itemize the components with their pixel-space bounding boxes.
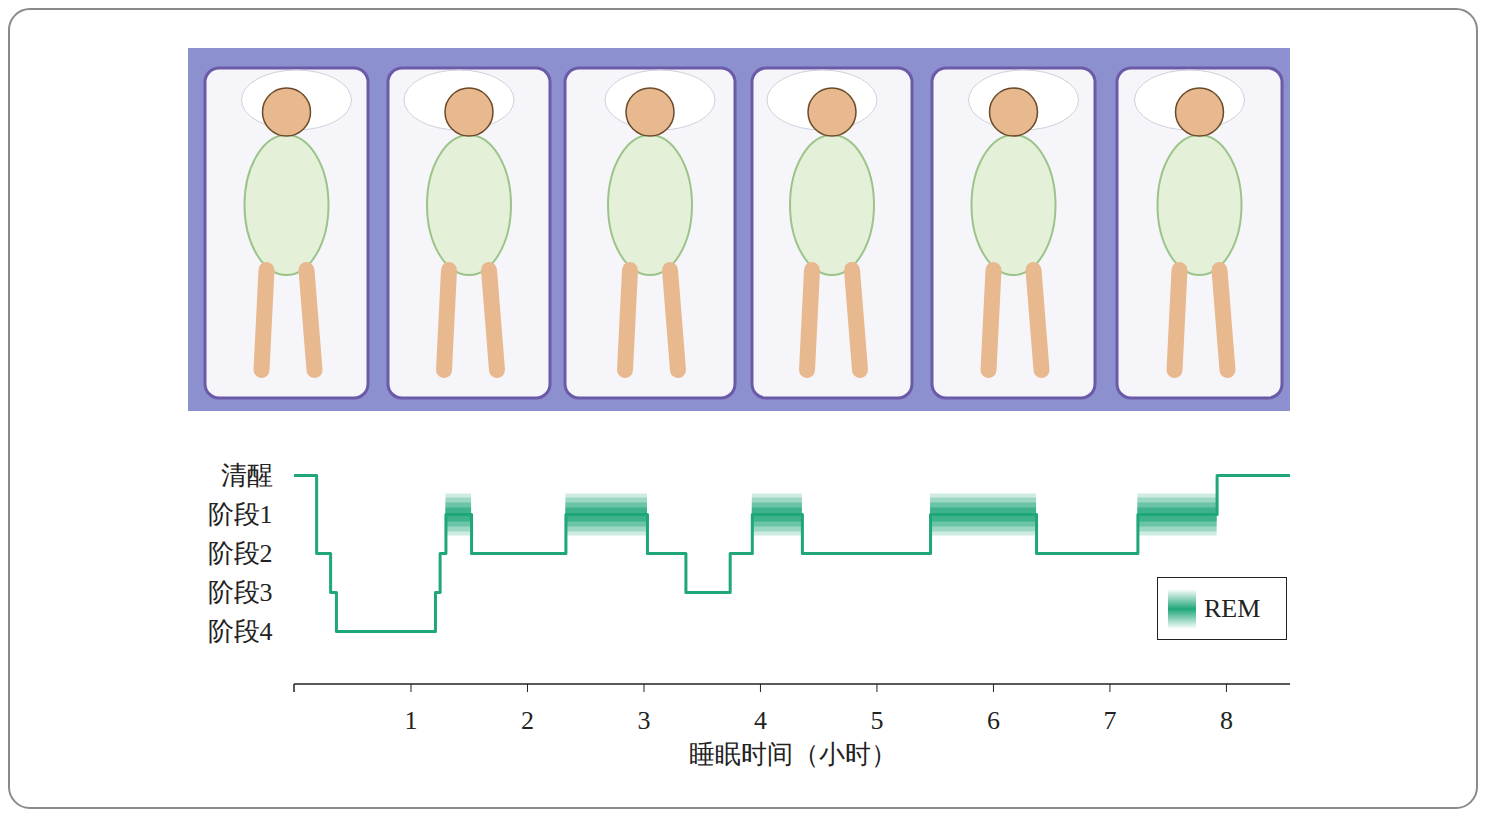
svg-text:8: 8 xyxy=(1220,706,1233,735)
svg-text:睡眠时间（小时）: 睡眠时间（小时） xyxy=(689,740,897,769)
svg-text:7: 7 xyxy=(1103,706,1116,735)
svg-text:1: 1 xyxy=(404,706,417,735)
svg-text:2: 2 xyxy=(521,706,534,735)
svg-text:6: 6 xyxy=(987,706,1000,735)
svg-text:阶段4: 阶段4 xyxy=(208,617,273,646)
svg-text:清醒: 清醒 xyxy=(221,461,273,490)
svg-text:阶段2: 阶段2 xyxy=(208,539,273,568)
svg-text:5: 5 xyxy=(870,706,883,735)
svg-text:4: 4 xyxy=(754,706,767,735)
svg-text:3: 3 xyxy=(637,706,650,735)
html-text:REM: REM xyxy=(1204,593,1261,623)
svg-text:阶段1: 阶段1 xyxy=(208,500,273,529)
svg-text:阶段3: 阶段3 xyxy=(208,578,273,607)
